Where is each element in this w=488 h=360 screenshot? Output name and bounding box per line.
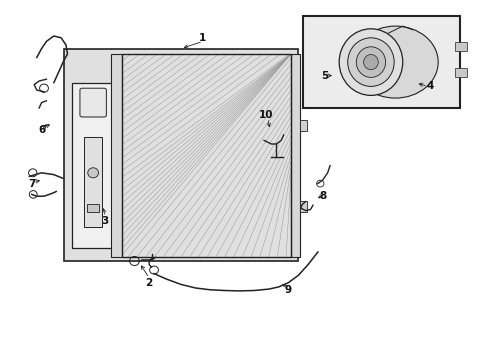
Ellipse shape	[363, 55, 378, 70]
Text: 2: 2	[145, 278, 152, 288]
Text: 8: 8	[319, 191, 325, 201]
Bar	[122, 54, 290, 257]
Text: 10: 10	[259, 110, 273, 120]
Ellipse shape	[356, 47, 385, 77]
Bar	[84, 137, 102, 227]
Ellipse shape	[339, 29, 402, 95]
FancyBboxPatch shape	[80, 88, 106, 117]
Text: 4: 4	[426, 81, 433, 91]
Bar	[303, 16, 459, 108]
Text: 6: 6	[38, 125, 45, 135]
Text: 3: 3	[102, 216, 108, 226]
Bar	[299, 201, 306, 212]
Ellipse shape	[87, 168, 98, 178]
Bar	[87, 204, 99, 212]
Text: 5: 5	[321, 71, 328, 81]
Ellipse shape	[352, 26, 437, 98]
Bar	[454, 68, 466, 77]
Bar	[454, 42, 466, 51]
Bar	[72, 83, 114, 248]
Text: 9: 9	[285, 285, 291, 295]
Bar	[63, 49, 298, 261]
Bar	[290, 54, 299, 257]
Text: 1: 1	[199, 33, 206, 43]
Text: 7: 7	[28, 179, 36, 189]
Bar	[111, 54, 122, 257]
Bar	[299, 120, 306, 131]
Ellipse shape	[347, 38, 393, 86]
